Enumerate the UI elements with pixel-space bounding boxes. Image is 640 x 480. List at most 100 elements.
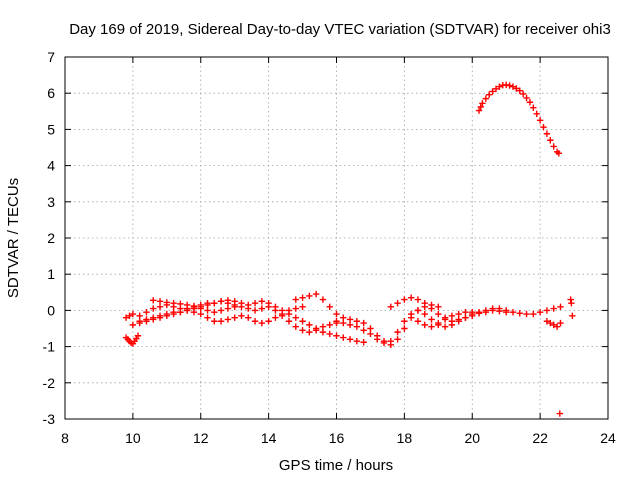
data-point [414, 318, 422, 325]
data-point [326, 303, 333, 310]
data-point [469, 309, 476, 316]
data-point [455, 316, 462, 323]
data-point [448, 318, 456, 325]
data-point [319, 323, 327, 330]
data-point [568, 299, 575, 307]
data-point [333, 318, 340, 325]
data-point [319, 296, 327, 303]
data-point [367, 330, 374, 338]
data-point [231, 298, 238, 305]
data-point [543, 130, 551, 137]
y-tick-label: 5 [47, 121, 55, 137]
data-point [312, 325, 320, 332]
data-point [482, 95, 490, 102]
data-point [387, 303, 394, 310]
data-point [170, 299, 177, 307]
data-point [360, 339, 367, 346]
y-tick-label: 1 [47, 266, 55, 282]
data-point [475, 310, 483, 317]
data-point [401, 325, 408, 332]
data-point [401, 296, 408, 303]
data-point [272, 303, 279, 310]
data-point [197, 310, 204, 318]
y-tick-label: 7 [47, 49, 55, 65]
y-tick-label: -3 [43, 411, 56, 427]
data-point [245, 301, 252, 309]
x-tick-label: 20 [464, 430, 480, 446]
data-point [129, 321, 137, 329]
data-point [224, 297, 232, 304]
data-point [285, 310, 293, 318]
x-tick-label: 16 [329, 430, 345, 446]
series-track-h [414, 307, 510, 330]
data-point [217, 298, 225, 305]
data-point [489, 307, 496, 314]
data-point [536, 117, 544, 124]
data-point [543, 307, 551, 314]
y-tick-label: 6 [47, 85, 55, 101]
data-point [292, 323, 299, 330]
data-point [421, 321, 428, 329]
data-point [401, 318, 408, 325]
data-point [306, 321, 313, 329]
x-tick-label: 24 [600, 430, 616, 446]
data-point [251, 318, 259, 325]
data-point [477, 103, 484, 111]
x-tick-label: 18 [397, 430, 413, 446]
y-tick-label: 3 [47, 194, 55, 210]
data-point [224, 316, 232, 323]
data-point [197, 303, 204, 310]
data-point [550, 305, 557, 312]
data-point [547, 319, 554, 327]
data-point [526, 99, 534, 106]
data-point [540, 124, 547, 131]
series-track-g [387, 294, 564, 325]
data-point [516, 310, 523, 317]
y-tick-label: 0 [47, 302, 55, 318]
data-point [299, 327, 306, 334]
data-point [421, 299, 428, 307]
y-tick-label: 4 [47, 158, 55, 174]
data-point [292, 305, 299, 312]
data-point [272, 314, 279, 321]
data-point [414, 296, 422, 303]
data-point [516, 87, 523, 94]
data-point [435, 303, 442, 310]
data-point [190, 302, 198, 310]
data-point [394, 299, 401, 307]
data-point [394, 336, 401, 343]
data-point [217, 307, 225, 314]
data-point [407, 310, 415, 318]
data-point [519, 90, 527, 98]
data-point [292, 296, 299, 303]
y-tick-label: -1 [43, 339, 56, 355]
data-point [312, 290, 320, 298]
data-point [177, 309, 184, 316]
data-point [299, 294, 306, 301]
y-tick-label: 2 [47, 230, 55, 246]
data-point [374, 336, 381, 343]
data-point [489, 88, 496, 95]
data-point [435, 319, 442, 327]
data-point [292, 314, 299, 321]
data-point [333, 310, 340, 318]
data-point [177, 300, 184, 308]
data-point [126, 312, 133, 320]
data-point [340, 319, 347, 327]
data-point [496, 83, 503, 90]
data-point [299, 303, 306, 310]
data-point [238, 299, 245, 307]
data-point [502, 81, 510, 89]
data-point [143, 318, 150, 325]
data-point [340, 334, 347, 341]
data-point [482, 309, 490, 316]
data-point [156, 314, 164, 321]
data-point [523, 310, 530, 318]
data-point [136, 319, 143, 327]
data-point [163, 299, 171, 306]
data-point [326, 321, 333, 329]
data-point [136, 312, 143, 320]
data-point [211, 299, 218, 307]
data-point [346, 316, 354, 323]
